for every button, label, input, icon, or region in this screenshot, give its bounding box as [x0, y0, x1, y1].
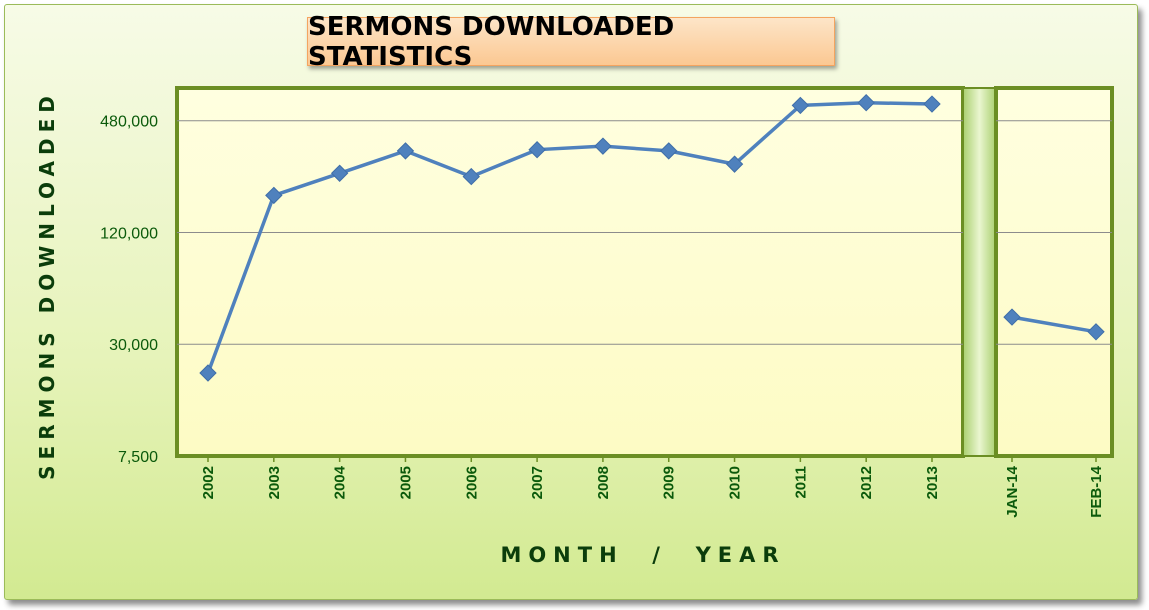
y-tick-label: 7,500: [118, 449, 158, 466]
data-point-marker: [660, 142, 678, 160]
data-point-marker: [791, 96, 810, 115]
x-tick-label: 2002: [200, 466, 217, 499]
x-tick-label: 2010: [727, 466, 744, 499]
data-point-marker: [462, 167, 480, 186]
series-line: [1011, 315, 1097, 334]
x-tick-label: 2004: [332, 465, 349, 499]
x-tick-label: 2005: [397, 466, 414, 499]
data-point-marker: [396, 142, 415, 160]
x-tick-label: 2003: [266, 466, 283, 499]
data-point-marker: [1087, 323, 1105, 341]
data-point-marker: [330, 164, 349, 182]
data-point-marker: [594, 137, 612, 155]
data-point-marker: [923, 95, 941, 113]
y-axis-label: SERMONS DOWNLOADED: [35, 90, 59, 480]
data-point-marker: [857, 93, 875, 112]
series-line: [206, 100, 933, 374]
panel-separator: [962, 87, 997, 457]
x-tick-label: 2008: [595, 466, 612, 499]
x-tick-label: 2006: [463, 466, 480, 499]
x-tick-label: 2011: [792, 466, 809, 499]
x-tick-label: FEB-14: [1088, 465, 1105, 517]
data-point-marker: [199, 364, 217, 382]
x-tick-label: 2007: [529, 466, 546, 499]
x-tick-label: JAN-14: [1004, 465, 1021, 517]
y-tick-label: 30,000: [109, 337, 158, 354]
data-point-marker: [725, 155, 744, 173]
x-tick-label: 2009: [661, 466, 678, 499]
data-point-marker: [528, 140, 546, 159]
y-tick-label: 480,000: [100, 114, 158, 131]
plot-panel-months: [994, 86, 1114, 458]
x-tick-label: 2013: [924, 466, 941, 499]
y-tick-label: 120,000: [100, 225, 158, 242]
x-tick-label: 2012: [858, 466, 875, 499]
data-point-marker: [265, 186, 283, 205]
plot-panel-years: [175, 86, 965, 458]
data-point-marker: [1003, 308, 1021, 326]
x-axis-label: MONTH / YEAR: [500, 543, 786, 567]
